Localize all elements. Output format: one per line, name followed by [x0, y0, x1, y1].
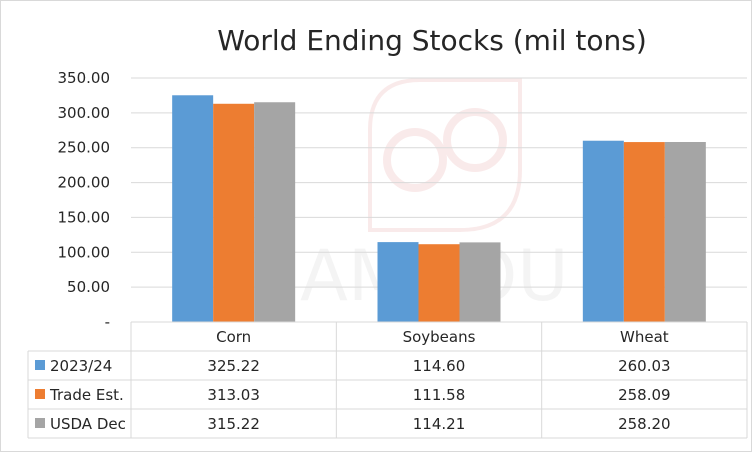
legend-series-name: Trade Est.	[49, 386, 124, 404]
y-tick-label: 250.00	[58, 139, 111, 157]
x-category-label: Corn	[216, 328, 251, 346]
y-tick-label: 200.00	[58, 174, 111, 192]
bar-corn-0	[172, 95, 214, 322]
legend-series-name: USDA Dec	[50, 415, 126, 433]
table-cell-value: 315.22	[207, 415, 260, 433]
bar-soybeans-2	[459, 242, 501, 322]
y-tick-label: -	[105, 313, 110, 331]
y-tick-label: 350.00	[58, 69, 111, 87]
chart-title: World Ending Stocks (mil tons)	[217, 24, 647, 57]
table-cell-value: 313.03	[207, 386, 260, 404]
bar-corn-1	[213, 103, 255, 322]
y-tick-label: 150.00	[58, 208, 111, 226]
table-cell-value: 260.03	[618, 357, 671, 375]
bar-soybeans-1	[418, 244, 460, 322]
bar-corn-2	[254, 102, 296, 322]
y-axis: - 50.00 100.00 150.00 200.00 250.00 300.00 350.…	[58, 69, 111, 331]
table-cell-value: 258.20	[618, 415, 671, 433]
y-tick-label: 300.00	[58, 104, 111, 122]
x-category-label: Soybeans	[403, 328, 476, 346]
legend-swatch	[35, 360, 45, 370]
table-cell-value: 258.09	[618, 386, 671, 404]
legend-swatch	[35, 418, 45, 428]
table-cell-value: 114.60	[413, 357, 466, 375]
bar-wheat-1	[623, 142, 665, 322]
table-cell-value: 325.22	[207, 357, 260, 375]
table-cell-value: 111.58	[413, 386, 466, 404]
bars	[172, 95, 706, 322]
data-table: Corn Soybeans Wheat 2023/24 325.22 114.60 260.…	[27, 321, 748, 439]
legend-swatch	[35, 389, 45, 399]
bar-soybeans-0	[377, 242, 419, 322]
bar-wheat-2	[664, 141, 706, 322]
y-tick-label: 50.00	[67, 278, 110, 296]
y-tick-label: 100.00	[58, 243, 111, 261]
table-cell-value: 114.21	[413, 415, 466, 433]
x-category-label: Wheat	[620, 328, 669, 346]
bar-wheat-0	[582, 140, 624, 322]
legend-series-name: 2023/24	[50, 357, 112, 375]
